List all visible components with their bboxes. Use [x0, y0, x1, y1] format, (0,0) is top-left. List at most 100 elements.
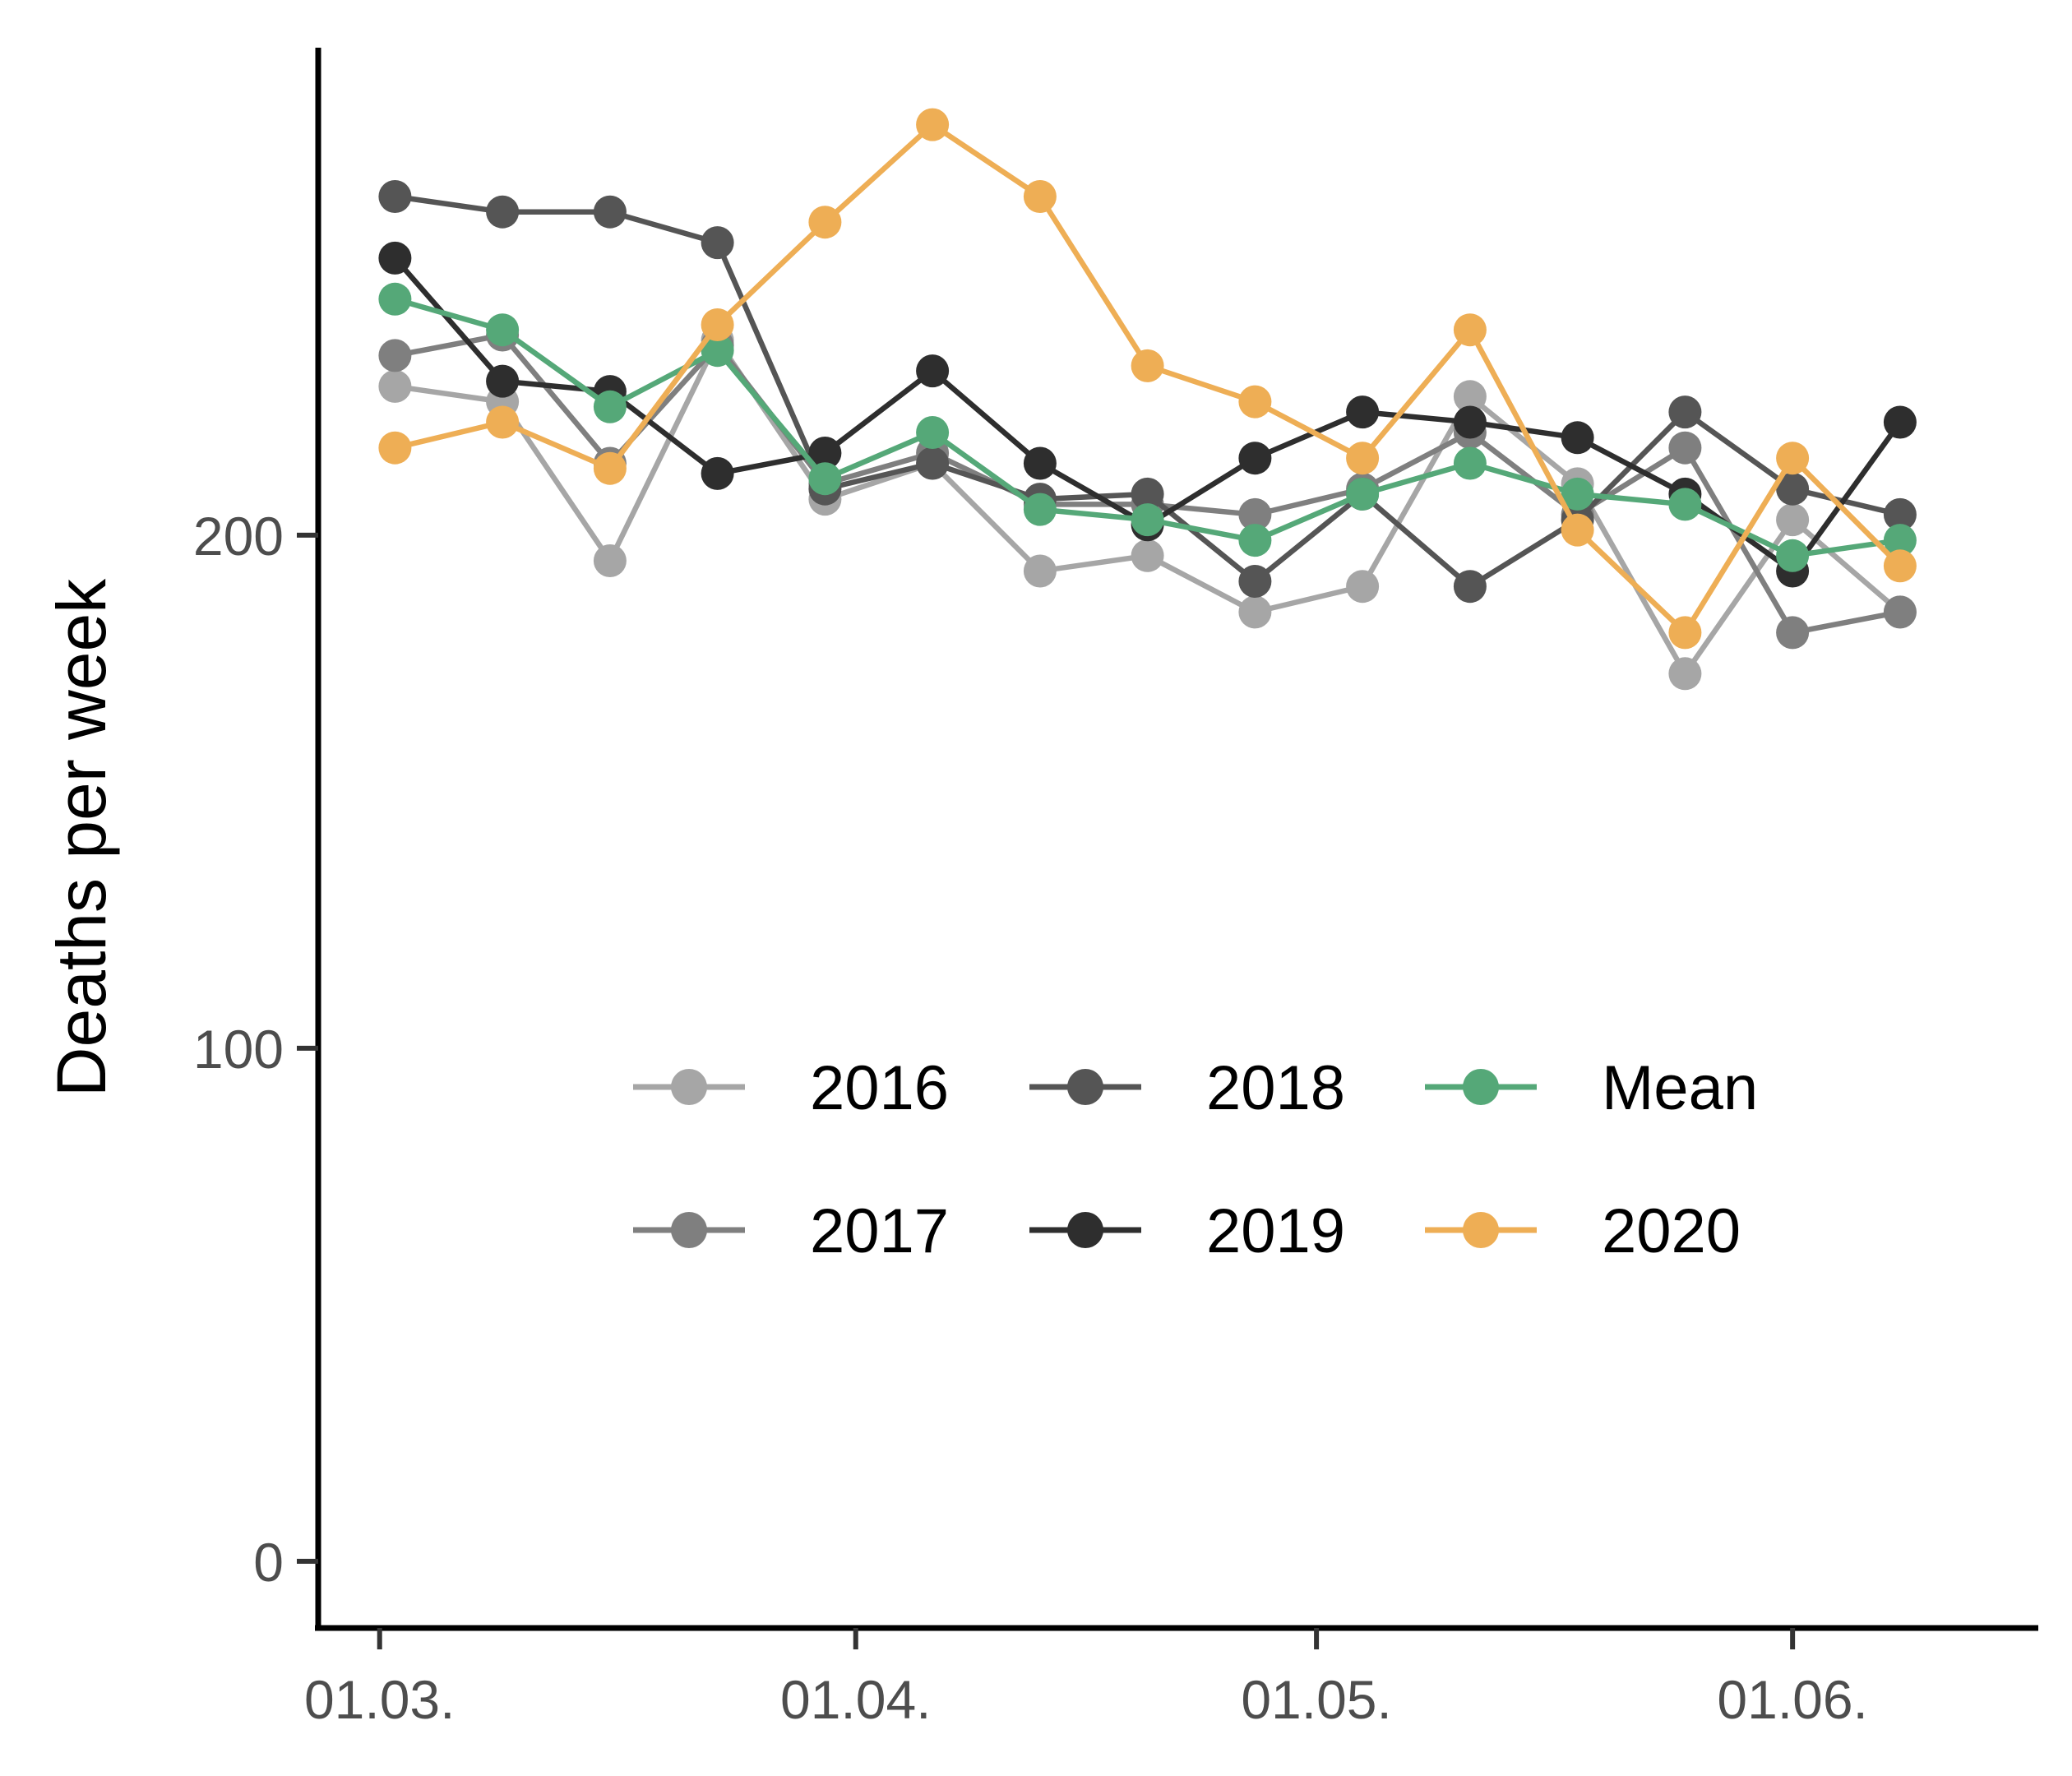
- data-point-2019: [808, 437, 842, 469]
- data-point-2020: [486, 405, 520, 439]
- data-point-2018: [1883, 497, 1917, 531]
- data-point-2019: [916, 354, 950, 388]
- legend-label: 2018: [1206, 1053, 1345, 1123]
- legend-label: Mean: [1602, 1053, 1758, 1123]
- data-point-2016: [1346, 570, 1380, 604]
- data-point-2020: [1346, 442, 1380, 475]
- series-mean: [378, 282, 1917, 572]
- x-tick-label: 01.04.: [780, 1669, 932, 1730]
- data-point-mean: [1776, 539, 1810, 572]
- data-point-2016: [1023, 554, 1057, 588]
- data-point-2016: [1238, 595, 1272, 629]
- data-point-2016: [593, 544, 627, 577]
- legend-item-2019: 2019: [1029, 1196, 1345, 1266]
- data-point-2016: [1453, 380, 1487, 414]
- legend-key-point: [1067, 1069, 1103, 1105]
- x-tick-label: 01.06.: [1717, 1669, 1868, 1730]
- legend-item-2017: 2017: [633, 1196, 949, 1266]
- data-point-2017: [1238, 497, 1272, 531]
- data-point-mean: [1883, 524, 1917, 557]
- data-point-2018: [1776, 472, 1810, 506]
- data-point-2019: [1238, 442, 1272, 475]
- data-point-2020: [593, 451, 627, 485]
- data-point-2017: [1776, 616, 1810, 650]
- data-point-2020: [808, 206, 842, 239]
- y-tick-label: 200: [193, 506, 284, 567]
- axes-layer: [315, 48, 2038, 1631]
- data-point-2018: [378, 180, 412, 213]
- data-point-2020: [1561, 513, 1594, 547]
- data-point-mean: [1131, 503, 1164, 537]
- data-point-2020: [1668, 616, 1702, 650]
- data-point-2018: [486, 195, 520, 229]
- data-point-2019: [1883, 405, 1917, 439]
- data-point-mean: [1453, 446, 1487, 480]
- data-point-2018: [1238, 565, 1272, 598]
- data-point-mean: [1238, 524, 1272, 557]
- series-2020: [378, 108, 1917, 650]
- data-point-2018: [1453, 570, 1487, 604]
- data-point-2017: [1668, 431, 1702, 465]
- data-point-2016: [378, 369, 412, 403]
- legend-label: 2019: [1206, 1196, 1345, 1266]
- data-point-2019: [701, 456, 734, 490]
- data-point-2016: [1776, 503, 1810, 537]
- data-point-2019: [1346, 395, 1380, 429]
- data-point-mean: [1023, 493, 1057, 526]
- legend-key-point: [671, 1212, 707, 1248]
- data-point-2020: [1776, 442, 1810, 475]
- data-point-2017: [1883, 595, 1917, 629]
- legend: 2016 2018 Mean 2017 2019 2020: [633, 1053, 1758, 1266]
- legend-key-point: [1067, 1212, 1103, 1248]
- legend-item-2018: 2018: [1029, 1053, 1345, 1123]
- data-point-2016: [1668, 657, 1702, 691]
- legend-key-point: [1463, 1069, 1499, 1105]
- data-point-mean: [486, 313, 520, 347]
- data-point-2020: [1453, 313, 1487, 347]
- legend-key-point: [671, 1069, 707, 1105]
- data-point-mean: [1346, 477, 1380, 511]
- data-point-2018: [701, 226, 734, 260]
- ticks-layer: 0 100 200 01.03. 01.04. 01.05. 01.06.: [193, 506, 1868, 1730]
- data-point-2018: [916, 446, 950, 480]
- data-point-2018: [1668, 395, 1702, 429]
- legend-item-2020: 2020: [1425, 1196, 1741, 1266]
- data-point-2020: [1131, 349, 1164, 382]
- data-point-2018: [593, 195, 627, 229]
- data-point-mean: [808, 462, 842, 496]
- data-point-mean: [916, 416, 950, 449]
- legend-label: 2020: [1602, 1196, 1741, 1266]
- data-point-2019: [1023, 446, 1057, 480]
- data-point-2020: [1238, 385, 1272, 419]
- data-point-2019: [486, 364, 520, 398]
- data-point-2017: [378, 339, 412, 372]
- data-point-2016: [1131, 539, 1164, 572]
- legend-label: 2016: [810, 1053, 949, 1123]
- data-point-mean: [1561, 477, 1594, 511]
- y-tick-label: 100: [193, 1019, 284, 1080]
- data-point-2020: [916, 108, 950, 141]
- data-point-mean: [378, 282, 412, 316]
- y-tick-label: 0: [253, 1532, 284, 1593]
- data-point-2019: [1453, 405, 1487, 439]
- data-point-mean: [701, 334, 734, 368]
- data-point-2020: [378, 431, 412, 465]
- x-tick-label: 01.05.: [1241, 1669, 1392, 1730]
- data-point-mean: [593, 390, 627, 423]
- data-point-mean: [1668, 488, 1702, 521]
- data-point-2020: [701, 308, 734, 341]
- data-point-2020: [1023, 180, 1057, 213]
- data-point-2020: [1883, 549, 1917, 583]
- legend-key-point: [1463, 1212, 1499, 1248]
- legend-item-mean: Mean: [1425, 1053, 1758, 1123]
- series-layer: [378, 108, 1917, 691]
- legend-label: 2017: [810, 1196, 949, 1266]
- x-tick-label: 01.03.: [304, 1669, 456, 1730]
- legend-item-2016: 2016: [633, 1053, 949, 1123]
- data-point-2019: [1561, 421, 1594, 455]
- data-point-2018: [1131, 477, 1164, 511]
- y-axis-title: Deaths per week: [43, 578, 120, 1097]
- data-point-2019: [378, 241, 412, 275]
